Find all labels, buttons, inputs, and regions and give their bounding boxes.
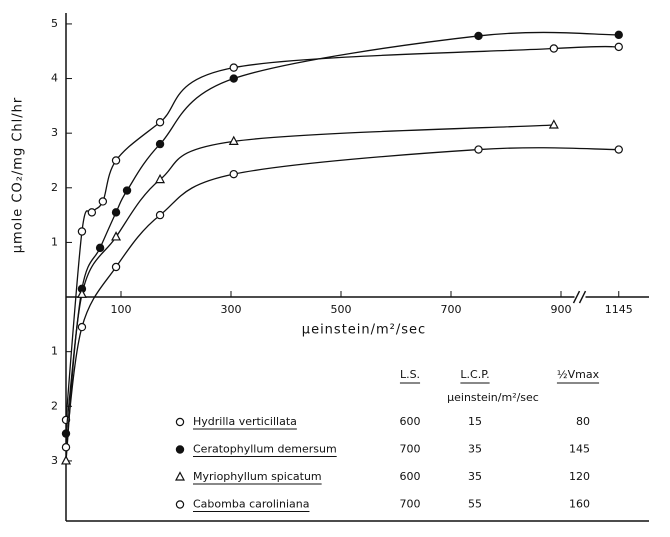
point	[549, 44, 559, 53]
legend-label: Myriophyllum spicatum	[193, 470, 322, 483]
fit-curve	[65, 31, 619, 434]
point	[87, 208, 97, 217]
legend-marker	[175, 500, 185, 509]
y-tick-label: 1	[51, 235, 58, 248]
table-header: ½Vmax	[557, 368, 600, 381]
point	[111, 208, 121, 217]
point	[111, 231, 122, 241]
table-cell: 55	[468, 498, 482, 511]
y-axis-label: μmole CO₂/mg Chl/hr	[11, 97, 26, 253]
table-cell: 145	[569, 443, 590, 456]
y-tick-label: 2	[51, 181, 58, 194]
legend-marker	[175, 471, 185, 481]
table-cell: 700	[400, 498, 421, 511]
legend-marker	[175, 445, 185, 454]
table-cell: 35	[468, 470, 482, 483]
point	[95, 243, 105, 253]
x-tick-label: 1145	[605, 303, 633, 316]
table-cell: 600	[400, 470, 421, 483]
x-tick-label: 500	[331, 303, 352, 316]
point	[111, 156, 121, 165]
axis-break	[578, 290, 587, 304]
table-cell: 35	[468, 443, 482, 456]
y-tick-label: 5	[51, 17, 58, 30]
point	[77, 227, 87, 236]
table-cell: 80	[576, 415, 590, 428]
table-header: L.S.	[400, 368, 420, 381]
legend-label: Cabomba caroliniana	[193, 498, 309, 511]
point	[155, 173, 166, 184]
point	[229, 169, 238, 179]
table-cell: 600	[400, 415, 421, 428]
point	[229, 63, 238, 72]
point	[61, 443, 71, 452]
point	[76, 288, 87, 298]
y-tick-label: 1	[51, 345, 58, 358]
point	[474, 145, 483, 154]
x-tick-label: 300	[221, 303, 242, 316]
y-tick-label: 2	[51, 399, 58, 412]
legend-label: Ceratophyllum demersum	[193, 443, 337, 456]
table-cell: 160	[569, 498, 590, 511]
point	[474, 31, 483, 41]
legend-marker	[175, 417, 185, 427]
table-cell: 120	[569, 470, 590, 483]
legend-label: Hydrilla verticillata	[193, 415, 297, 428]
point	[228, 135, 239, 145]
point	[98, 197, 108, 206]
table-header: L.C.P.	[460, 368, 489, 381]
point	[61, 455, 71, 465]
point	[614, 145, 623, 154]
axis-break	[572, 290, 581, 304]
x-tick-label: 900	[551, 303, 572, 316]
point	[614, 30, 623, 40]
point	[77, 322, 87, 332]
point	[111, 262, 121, 272]
fit-curve	[65, 124, 554, 461]
x-axis-label: μeinstein/m²/sec	[302, 323, 426, 338]
table-cell: 700	[400, 443, 421, 456]
point	[155, 139, 165, 149]
point	[155, 118, 165, 127]
point	[122, 186, 132, 195]
point	[229, 74, 238, 83]
point	[614, 42, 623, 52]
table-unit: μeinstein/m²/sec	[447, 391, 539, 404]
point	[155, 210, 165, 220]
point	[548, 119, 559, 129]
y-tick-label: 3	[51, 126, 58, 139]
y-tick-label: 4	[51, 72, 58, 85]
x-tick-label: 700	[441, 303, 462, 316]
y-tick-label: 3	[51, 454, 58, 467]
table-cell: 15	[468, 415, 482, 428]
x-tick-label: 100	[111, 303, 132, 316]
